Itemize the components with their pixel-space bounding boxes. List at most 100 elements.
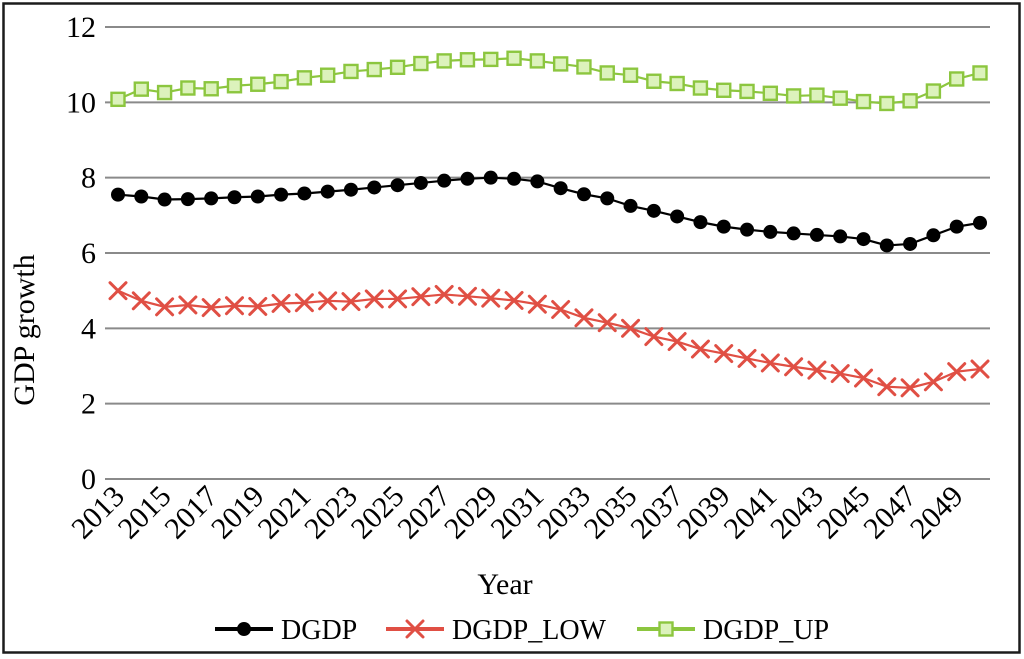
marker-DGDP_LOW-2041 bbox=[760, 353, 780, 373]
marker-DGDP-2022 bbox=[320, 184, 335, 199]
marker-DGDP-2034 bbox=[600, 191, 615, 206]
marker-DGDP_UP-2034 bbox=[599, 65, 615, 81]
marker-DGDP-2023 bbox=[343, 182, 358, 197]
marker-DGDP_UP-2044 bbox=[832, 90, 848, 106]
legend-marker-DGDP_LOW bbox=[405, 619, 425, 639]
marker-DGDP_UP-2026 bbox=[413, 55, 429, 72]
x-axis-title: Year bbox=[477, 568, 532, 601]
marker-DGDP_UP-2050 bbox=[972, 65, 988, 81]
marker-DGDP_LOW-2048 bbox=[923, 372, 943, 392]
marker-DGDP_LOW-2016 bbox=[178, 295, 198, 315]
marker-DGDP_UP-2016 bbox=[180, 80, 196, 96]
marker-DGDP_LOW-2044 bbox=[830, 364, 850, 384]
marker-DGDP_LOW-2025 bbox=[388, 289, 408, 309]
marker-DGDP_LOW-2015 bbox=[155, 297, 175, 317]
marker-DGDP_UP-2048 bbox=[925, 83, 942, 99]
marker-DGDP_LOW-2022 bbox=[318, 291, 338, 311]
marker-DGDP_UP-2014 bbox=[133, 81, 149, 97]
marker-DGDP_UP-2019 bbox=[250, 76, 266, 92]
marker-DGDP_UP-2030 bbox=[506, 50, 522, 66]
marker-DGDP-2021 bbox=[297, 186, 312, 201]
marker-DGDP_LOW-2043 bbox=[807, 360, 827, 380]
marker-DGDP_UP-2032 bbox=[552, 56, 569, 72]
marker-DGDP-2048 bbox=[926, 228, 941, 243]
marker-DGDP_LOW-2033 bbox=[574, 308, 594, 328]
marker-DGDP_LOW-2036 bbox=[644, 327, 664, 347]
marker-DGDP_UP-2033 bbox=[576, 59, 592, 75]
marker-DGDP_LOW-2049 bbox=[947, 362, 967, 382]
marker-DGDP-2015 bbox=[157, 192, 172, 207]
series-line-DGDP_LOW bbox=[117, 289, 981, 389]
marker-DGDP-2025 bbox=[390, 178, 405, 193]
marker-DGDP_LOW-2042 bbox=[784, 357, 804, 377]
marker-DGDP_UP-2022 bbox=[319, 67, 336, 83]
y-tick-label-4: 4 bbox=[81, 312, 96, 345]
marker-DGDP_LOW-2027 bbox=[434, 284, 454, 304]
marker-DGDP-2024 bbox=[367, 180, 382, 195]
marker-DGDP_LOW-2013 bbox=[108, 281, 128, 301]
marker-DGDP-2039 bbox=[716, 219, 731, 234]
marker-DGDP_UP-2020 bbox=[273, 73, 289, 90]
marker-DGDP-2014 bbox=[134, 189, 149, 204]
x-tick-label-2049: 2049 bbox=[904, 480, 970, 546]
marker-DGDP_LOW-2017 bbox=[201, 298, 221, 318]
marker-DGDP-2019 bbox=[250, 189, 265, 204]
marker-DGDP-2029 bbox=[483, 170, 498, 185]
series-DGDP_UP bbox=[110, 50, 988, 112]
marker-DGDP-2044 bbox=[833, 229, 848, 244]
y-tick-label-6: 6 bbox=[81, 237, 96, 270]
marker-DGDP_LOW-2014 bbox=[131, 291, 151, 311]
marker-DGDP-2017 bbox=[204, 191, 219, 206]
marker-DGDP-2047 bbox=[903, 236, 918, 251]
marker-DGDP_LOW-2020 bbox=[271, 293, 291, 313]
y-tick-label-10: 10 bbox=[66, 86, 96, 119]
marker-DGDP_LOW-2037 bbox=[667, 332, 687, 352]
marker-DGDP_UP-2013 bbox=[110, 91, 126, 108]
marker-DGDP-2031 bbox=[530, 174, 545, 189]
marker-DGDP-2036 bbox=[646, 203, 661, 218]
marker-DGDP_LOW-2030 bbox=[504, 290, 524, 310]
marker-DGDP_UP-2031 bbox=[529, 53, 546, 69]
y-tick-label-0: 0 bbox=[81, 463, 96, 496]
marker-DGDP-2041 bbox=[763, 224, 778, 239]
marker-DGDP_UP-2035 bbox=[622, 67, 639, 83]
marker-DGDP-2037 bbox=[670, 209, 685, 224]
x-axis-tick-labels: 2013201520172019202120232025202720292031… bbox=[65, 480, 969, 546]
y-axis-tick-labels: 0 2 4 6 8 10 12 bbox=[66, 11, 96, 496]
marker-DGDP-2013 bbox=[111, 187, 125, 202]
marker-DGDP-2028 bbox=[460, 171, 475, 186]
legend-label-DGDP_LOW: DGDP_LOW bbox=[452, 615, 607, 646]
gridlines bbox=[105, 26, 990, 480]
marker-DGDP-2049 bbox=[949, 219, 964, 234]
marker-DGDP-2045 bbox=[856, 232, 871, 247]
series-DGDP_LOW bbox=[108, 281, 990, 398]
marker-DGDP_UP-2040 bbox=[739, 83, 755, 100]
marker-DGDP_UP-2041 bbox=[762, 85, 779, 101]
marker-DGDP_LOW-2040 bbox=[737, 348, 757, 368]
marker-DGDP_UP-2018 bbox=[226, 78, 243, 94]
marker-DGDP_UP-2038 bbox=[692, 80, 709, 96]
marker-DGDP_LOW-2045 bbox=[854, 368, 874, 388]
marker-DGDP_LOW-2047 bbox=[900, 378, 920, 398]
marker-DGDP_UP-2039 bbox=[716, 82, 732, 98]
marker-DGDP_UP-2017 bbox=[203, 81, 219, 97]
marker-DGDP_LOW-2031 bbox=[527, 294, 547, 314]
marker-DGDP_UP-2036 bbox=[646, 73, 662, 89]
marker-DGDP_UP-2021 bbox=[296, 70, 313, 86]
plot-series bbox=[108, 50, 990, 398]
series-line-DGDP bbox=[117, 176, 981, 247]
legend-label-DGDP_UP: DGDP_UP bbox=[703, 615, 829, 646]
marker-DGDP_LOW-2019 bbox=[248, 296, 268, 316]
y-tick-label-8: 8 bbox=[81, 162, 96, 195]
marker-DGDP-2042 bbox=[786, 226, 801, 241]
series-DGDP bbox=[111, 170, 987, 253]
marker-DGDP_UP-2024 bbox=[366, 61, 382, 78]
marker-DGDP-2046 bbox=[879, 238, 894, 253]
marker-DGDP_LOW-2050 bbox=[970, 359, 990, 379]
marker-DGDP_UP-2029 bbox=[483, 51, 499, 68]
marker-DGDP_LOW-2026 bbox=[411, 287, 431, 307]
marker-DGDP_UP-2037 bbox=[669, 75, 685, 92]
marker-DGDP-2030 bbox=[507, 171, 522, 186]
